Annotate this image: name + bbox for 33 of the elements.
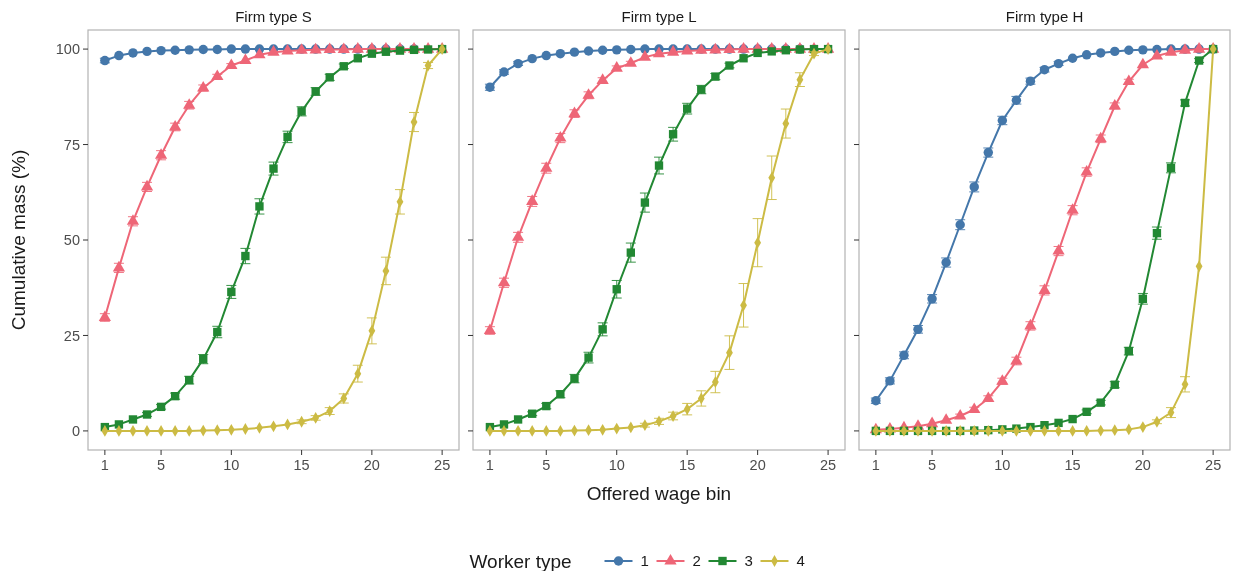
x-tick-label: 25 bbox=[434, 457, 451, 473]
x-tick-label: 10 bbox=[223, 457, 240, 473]
x-tick-label: 1 bbox=[871, 457, 880, 473]
x-tick-label: 20 bbox=[749, 457, 766, 473]
x-tick-label: 15 bbox=[293, 457, 310, 473]
legend-title: Worker type bbox=[469, 550, 572, 572]
legend-label: 3 bbox=[744, 552, 753, 570]
legend-label: 1 bbox=[640, 552, 649, 570]
x-tick-label: 10 bbox=[608, 457, 625, 473]
y-axis-title: Cumulative mass (%) bbox=[8, 149, 29, 331]
y-tick-label: 0 bbox=[71, 422, 80, 439]
x-tick-label: 15 bbox=[1064, 457, 1081, 473]
x-tick-label: 5 bbox=[542, 457, 551, 473]
x-tick-label: 15 bbox=[679, 457, 696, 473]
chart-title: Firm type L bbox=[621, 8, 697, 25]
x-tick-label: 20 bbox=[1134, 457, 1151, 473]
y-tick-label: 75 bbox=[63, 136, 80, 153]
x-tick-label: 10 bbox=[994, 457, 1011, 473]
x-tick-label: 1 bbox=[485, 457, 494, 473]
chart-title: Firm type S bbox=[235, 8, 312, 25]
x-tick-label: 1 bbox=[100, 457, 109, 473]
legend-label: 2 bbox=[692, 552, 701, 570]
x-axis-title: Offered wage bin bbox=[586, 483, 732, 504]
x-tick-label: 20 bbox=[363, 457, 380, 473]
x-tick-label: 5 bbox=[928, 457, 937, 473]
legend-label: 4 bbox=[796, 552, 805, 570]
y-tick-label: 25 bbox=[63, 327, 80, 344]
chart-title: Firm type H bbox=[1005, 8, 1084, 25]
x-tick-label: 25 bbox=[820, 457, 837, 473]
y-tick-label: 100 bbox=[55, 41, 80, 58]
x-tick-label: 25 bbox=[1205, 457, 1222, 473]
y-tick-label: 50 bbox=[63, 232, 80, 249]
x-tick-label: 5 bbox=[157, 457, 166, 473]
